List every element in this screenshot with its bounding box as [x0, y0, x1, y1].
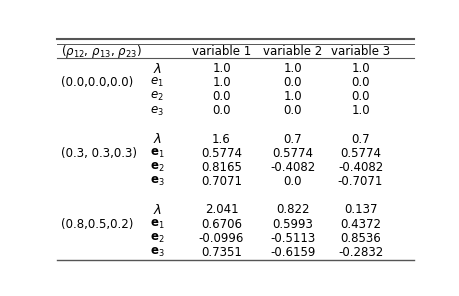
- Text: -0.5113: -0.5113: [269, 232, 315, 244]
- Text: 0.8536: 0.8536: [339, 232, 380, 244]
- Text: (0.8,0.5,0.2): (0.8,0.5,0.2): [61, 218, 133, 231]
- Text: -0.4082: -0.4082: [269, 161, 315, 174]
- Text: 1.6: 1.6: [212, 133, 230, 146]
- Text: 1.0: 1.0: [351, 62, 369, 75]
- Text: 0.6706: 0.6706: [201, 218, 241, 231]
- Text: variable 2: variable 2: [263, 45, 322, 58]
- Text: 0.0: 0.0: [351, 90, 369, 103]
- Text: $e_{3}$: $e_{3}$: [150, 104, 164, 118]
- Text: 0.8165: 0.8165: [201, 161, 241, 174]
- Text: (0.0,0.0,0.0): (0.0,0.0,0.0): [61, 76, 133, 89]
- Text: 0.0: 0.0: [283, 175, 302, 188]
- Text: $e_{1}$: $e_{1}$: [150, 76, 164, 89]
- Text: 0.0: 0.0: [351, 76, 369, 89]
- Text: -0.4082: -0.4082: [337, 161, 382, 174]
- Text: 0.5774: 0.5774: [201, 147, 241, 160]
- Text: $\mathbf{e}_{1}$: $\mathbf{e}_{1}$: [150, 147, 164, 160]
- Text: 0.137: 0.137: [343, 203, 376, 216]
- Text: $\lambda$: $\lambda$: [152, 62, 162, 75]
- Text: $(\rho_{12},\,\rho_{13},\,\rho_{23})$: $(\rho_{12},\,\rho_{13},\,\rho_{23})$: [61, 43, 142, 60]
- Text: 0.0: 0.0: [283, 76, 302, 89]
- Text: 1.0: 1.0: [283, 62, 302, 75]
- Text: 0.4372: 0.4372: [339, 218, 380, 231]
- Text: $\lambda$: $\lambda$: [152, 203, 162, 217]
- Text: 0.5774: 0.5774: [272, 147, 313, 160]
- Text: 0.7351: 0.7351: [201, 246, 241, 259]
- Text: $e_{2}$: $e_{2}$: [150, 90, 164, 103]
- Text: 2.041: 2.041: [204, 203, 238, 216]
- Text: 0.822: 0.822: [275, 203, 309, 216]
- Text: variable 1: variable 1: [191, 45, 251, 58]
- Text: 0.7: 0.7: [351, 133, 369, 146]
- Text: 1.0: 1.0: [212, 76, 230, 89]
- Text: -0.0996: -0.0996: [198, 232, 244, 244]
- Text: $\mathbf{e}_{3}$: $\mathbf{e}_{3}$: [150, 175, 164, 188]
- Text: $\mathbf{e}_{2}$: $\mathbf{e}_{2}$: [150, 231, 164, 245]
- Text: -0.2832: -0.2832: [337, 246, 382, 259]
- Text: variable 3: variable 3: [330, 45, 389, 58]
- Text: $\mathbf{e}_{2}$: $\mathbf{e}_{2}$: [150, 161, 164, 174]
- Text: 0.7: 0.7: [283, 133, 302, 146]
- Text: $\mathbf{e}_{3}$: $\mathbf{e}_{3}$: [150, 246, 164, 259]
- Text: 1.0: 1.0: [283, 90, 302, 103]
- Text: 0.7071: 0.7071: [201, 175, 241, 188]
- Text: -0.7071: -0.7071: [337, 175, 382, 188]
- Text: 1.0: 1.0: [351, 104, 369, 118]
- Text: -0.6159: -0.6159: [269, 246, 315, 259]
- Text: (0.3, 0.3,0.3): (0.3, 0.3,0.3): [61, 147, 137, 160]
- Text: 0.0: 0.0: [283, 104, 302, 118]
- Text: 0.0: 0.0: [212, 104, 230, 118]
- Text: 0.5993: 0.5993: [272, 218, 313, 231]
- Text: 0.5774: 0.5774: [339, 147, 380, 160]
- Text: 1.0: 1.0: [212, 62, 230, 75]
- Text: $\lambda$: $\lambda$: [152, 132, 162, 146]
- Text: $\mathbf{e}_{1}$: $\mathbf{e}_{1}$: [150, 218, 164, 231]
- Text: 0.0: 0.0: [212, 90, 230, 103]
